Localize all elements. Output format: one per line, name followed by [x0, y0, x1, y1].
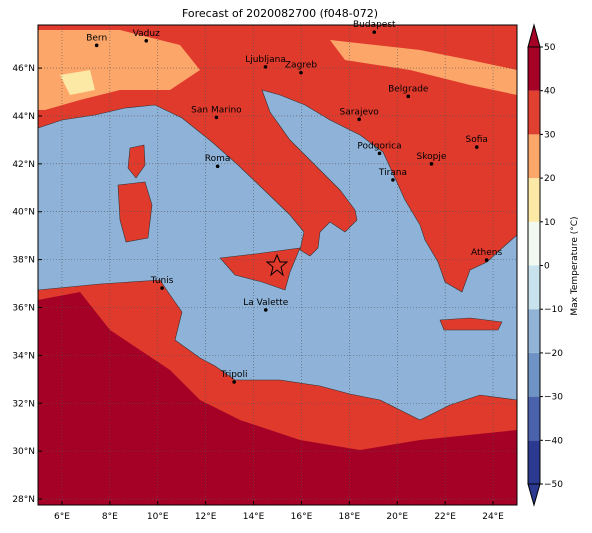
city-label: Tripoli: [220, 370, 248, 380]
colorbar-tick-label: 10: [544, 218, 556, 228]
city-marker: [232, 380, 236, 384]
city-marker: [214, 115, 219, 120]
colorbar-band: [528, 178, 540, 222]
city-marker: [377, 151, 382, 156]
city-marker: [94, 43, 99, 48]
sicily: [219, 247, 301, 291]
city-marker: [160, 286, 164, 290]
y-tick-label: 34°N: [12, 351, 35, 361]
city-marker: [144, 39, 149, 43]
colorbar-band: [528, 221, 540, 266]
star-marker: [265, 253, 289, 277]
city-label: Vaduz: [133, 29, 160, 39]
city-marker: [372, 30, 377, 34]
y-tick-label: 28°N: [12, 495, 35, 505]
city-label: Zagreb: [285, 61, 317, 71]
colorbar-band: [528, 396, 540, 441]
colorbar-band: [528, 90, 540, 135]
city-marker: [474, 145, 479, 149]
colorbar-band: [528, 309, 540, 353]
x-tick-label: 6°E: [54, 512, 70, 522]
city-marker: [263, 308, 268, 312]
grid: 6°E 8°E 10°E 12°E 14°E 16°E 18°E 20°E 22°E 24°E 28…: [12, 25, 517, 522]
city-marker: [406, 94, 411, 99]
x-tick-label: 8°E: [102, 512, 118, 522]
city-label: Skopje: [417, 152, 447, 162]
x-tick-label: 18°E: [339, 512, 361, 522]
colorbar-label: Max Temperature (°C): [570, 216, 580, 315]
colorbar-tick-label: −50: [544, 480, 563, 490]
x-tick-label: 22°E: [434, 512, 456, 522]
x-tick-label: 12°E: [195, 512, 217, 522]
colorbar-tick-label: 0: [544, 262, 550, 272]
colorbar-band: [528, 352, 540, 397]
city-marker: [429, 162, 434, 166]
colorbar-tick-label: −20: [544, 349, 563, 359]
city-label: Ljubljana: [245, 55, 286, 65]
city-marker: [263, 65, 268, 69]
city-label: Bern: [86, 33, 107, 43]
y-tick-label: 32°N: [12, 399, 35, 409]
cities: Bern VaduzBudapestLjubljanaZagrebBelgrade…: [86, 20, 502, 384]
y-tick-label: 40°N: [12, 208, 35, 218]
city-label: La Valette: [243, 298, 288, 308]
city-label: Sofia: [466, 135, 488, 145]
x-tick-label: 24°E: [482, 512, 504, 522]
warm-area: [330, 40, 517, 95]
colorbar-tick-label: 30: [544, 130, 556, 140]
y-tick-label: 42°N: [12, 160, 35, 170]
city-marker: [299, 70, 303, 75]
y-tick-label: 30°N: [12, 447, 35, 457]
colorbar-band: [528, 440, 540, 484]
colorbar-tick-label: 20: [544, 174, 556, 184]
city-label: Tirana: [378, 168, 407, 178]
colorbar-tick-label: 50: [544, 43, 556, 53]
y-tick-label: 44°N: [12, 112, 35, 122]
colorbar-extend: [527, 23, 541, 48]
colorbar-band: [528, 47, 540, 91]
title: Forecast of 2020082700 (f048-072): [182, 7, 378, 20]
y-tick-label: 36°N: [12, 303, 35, 313]
crete: [439, 317, 503, 331]
x-tick-label: 10°E: [147, 512, 169, 522]
city-label: San Marino: [191, 105, 242, 115]
y-tick-label: 38°N: [12, 256, 35, 266]
corsica: [127, 144, 146, 179]
map-frame: [37, 24, 518, 506]
colorbar: −50 −40 −30 −20 −10 0 10 20 30 40 50: [527, 23, 563, 507]
colorbar-band: [528, 134, 540, 179]
colorbar-tick-label: −30: [544, 393, 563, 403]
x-tick-label: 20°E: [386, 512, 408, 522]
city-label: Belgrade: [388, 84, 429, 94]
city-marker: [357, 117, 361, 122]
city-marker: [484, 258, 489, 262]
city-label: Athens: [471, 248, 502, 258]
x-tick-label: 14°E: [243, 512, 265, 522]
city-label: Tunis: [150, 276, 174, 286]
colorbar-tick-label: 40: [544, 87, 556, 97]
city-marker: [391, 178, 395, 182]
city-label: Sarajevo: [340, 107, 380, 117]
city-marker: [215, 164, 220, 169]
colorbar-tick-label: −40: [544, 436, 563, 446]
warm-area: [60, 70, 95, 95]
city-label: Podgorica: [357, 141, 401, 151]
colorbar-extend: [527, 483, 541, 507]
colorbar-tick-label: −10: [544, 305, 563, 315]
city-label: Roma: [205, 154, 231, 164]
y-tick-label: 46°N: [12, 64, 35, 74]
colorbar-band: [528, 265, 540, 310]
x-tick-label: 16°E: [291, 512, 313, 522]
